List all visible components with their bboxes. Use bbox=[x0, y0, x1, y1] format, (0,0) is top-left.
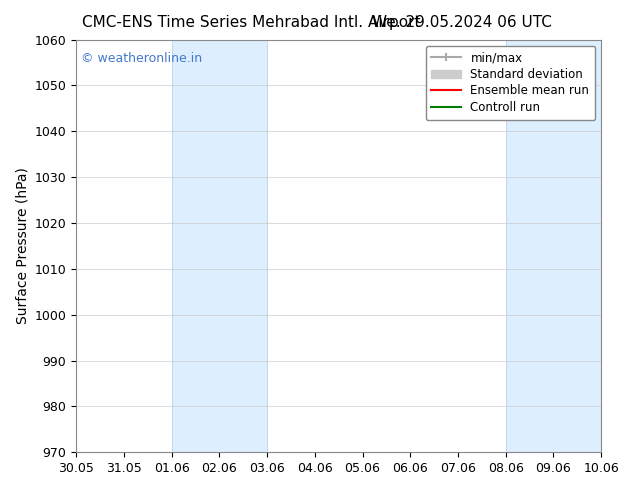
Text: © weatheronline.in: © weatheronline.in bbox=[81, 52, 202, 65]
Bar bbox=[506, 40, 601, 452]
Bar bbox=[172, 40, 267, 452]
Legend: min/max, Standard deviation, Ensemble mean run, Controll run: min/max, Standard deviation, Ensemble me… bbox=[425, 46, 595, 120]
Text: CMC-ENS Time Series Mehrabad Intl. Airport: CMC-ENS Time Series Mehrabad Intl. Airpo… bbox=[82, 15, 421, 30]
Text: We. 29.05.2024 06 UTC: We. 29.05.2024 06 UTC bbox=[372, 15, 552, 30]
Y-axis label: Surface Pressure (hPa): Surface Pressure (hPa) bbox=[15, 168, 29, 324]
